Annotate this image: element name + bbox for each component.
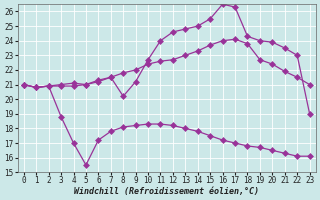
X-axis label: Windchill (Refroidissement éolien,°C): Windchill (Refroidissement éolien,°C) <box>74 187 259 196</box>
